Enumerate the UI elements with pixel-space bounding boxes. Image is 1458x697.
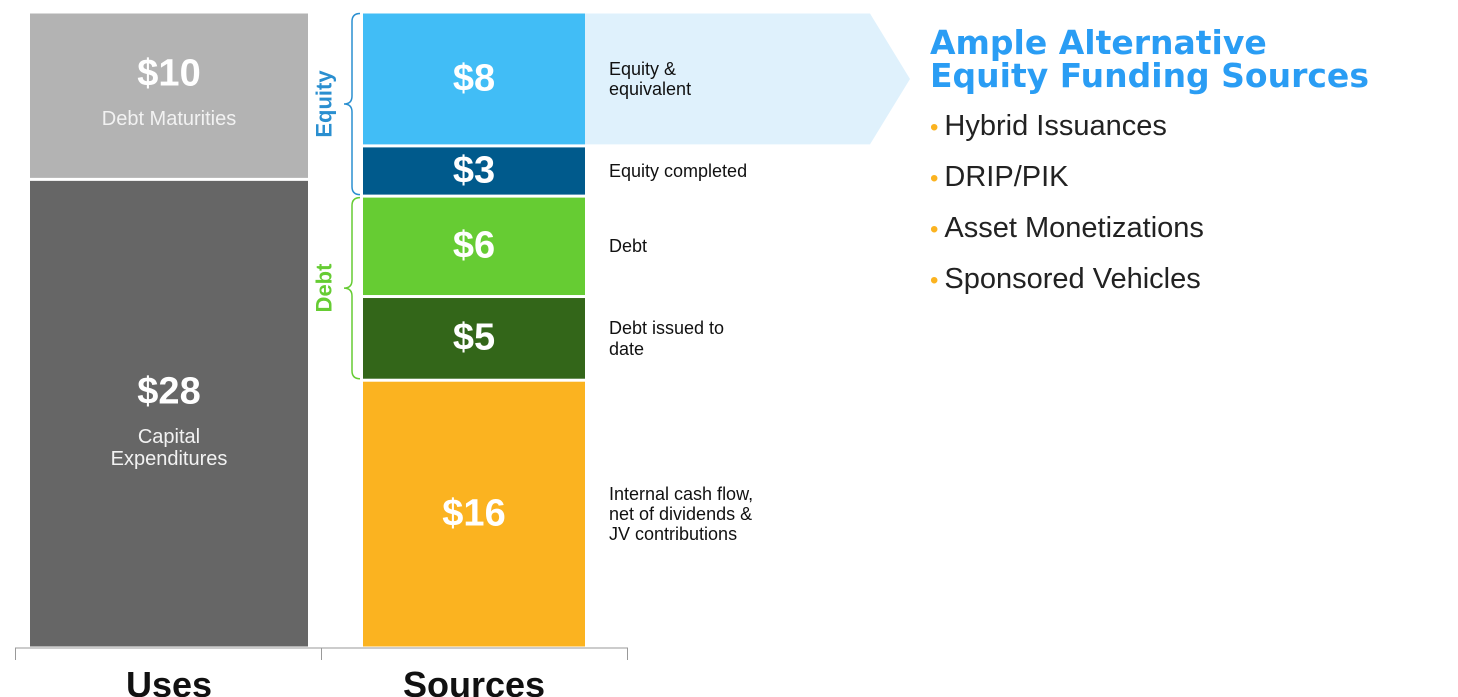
value-label: $3 xyxy=(452,149,496,192)
value-label: $28 xyxy=(137,370,201,413)
bullet-item: • Asset Monetizations xyxy=(930,212,1450,245)
bullet-text: DRIP/PIK xyxy=(944,161,1069,193)
bar-segment xyxy=(363,197,585,296)
segment-label: Equity completed xyxy=(609,160,748,181)
category-label: Sources xyxy=(402,663,546,697)
bar-segment xyxy=(363,13,585,145)
segment-label: Debt issued to date xyxy=(609,318,725,359)
bullet: • xyxy=(930,216,939,243)
segment-label: Capital Expenditures xyxy=(110,425,228,471)
bar-segment xyxy=(30,13,308,178)
segment-label: Debt Maturities xyxy=(101,107,237,130)
bar-segment xyxy=(363,147,585,195)
bullet-item: • Sponsored Vehicles xyxy=(930,263,1450,296)
brace xyxy=(343,196,361,380)
bullet-text: Asset Monetizations xyxy=(944,212,1204,244)
bullet: • xyxy=(930,114,939,141)
value-label: $8 xyxy=(452,57,496,100)
bullet: • xyxy=(930,165,939,192)
bullet-text: Sponsored Vehicles xyxy=(944,263,1201,295)
segment-label: Debt xyxy=(609,236,648,257)
bar-segment xyxy=(363,381,585,647)
category-label: Uses xyxy=(125,663,213,697)
value-label: $10 xyxy=(137,52,201,95)
value-label: $5 xyxy=(452,317,496,360)
value-label: $6 xyxy=(452,225,496,268)
group-label: Debt xyxy=(311,263,337,313)
bar-segment xyxy=(30,180,308,647)
group-label: Equity xyxy=(311,70,337,138)
panel: Ample Alternative Equity Funding Sources… xyxy=(930,26,1450,296)
callout-arrow xyxy=(585,13,910,145)
bullet-list: • Hybrid Issuances • DRIP/PIK • Asset Monetiz… xyxy=(930,110,1450,296)
segment-label: Internal cash flow, net of dividends & J… xyxy=(609,483,754,545)
panel-title: Ample Alternative Equity Funding Sources xyxy=(930,23,1369,95)
bullet: • xyxy=(930,267,939,294)
value-label: $16 xyxy=(442,492,506,535)
brace xyxy=(343,12,361,196)
bullet-item: • DRIP/PIK xyxy=(930,161,1450,194)
bullet-item: • Hybrid Issuances xyxy=(930,110,1450,143)
bar-segment xyxy=(363,298,585,379)
bullet-text: Hybrid Issuances xyxy=(944,110,1167,142)
segment-label: Equity & equivalent xyxy=(609,58,692,99)
